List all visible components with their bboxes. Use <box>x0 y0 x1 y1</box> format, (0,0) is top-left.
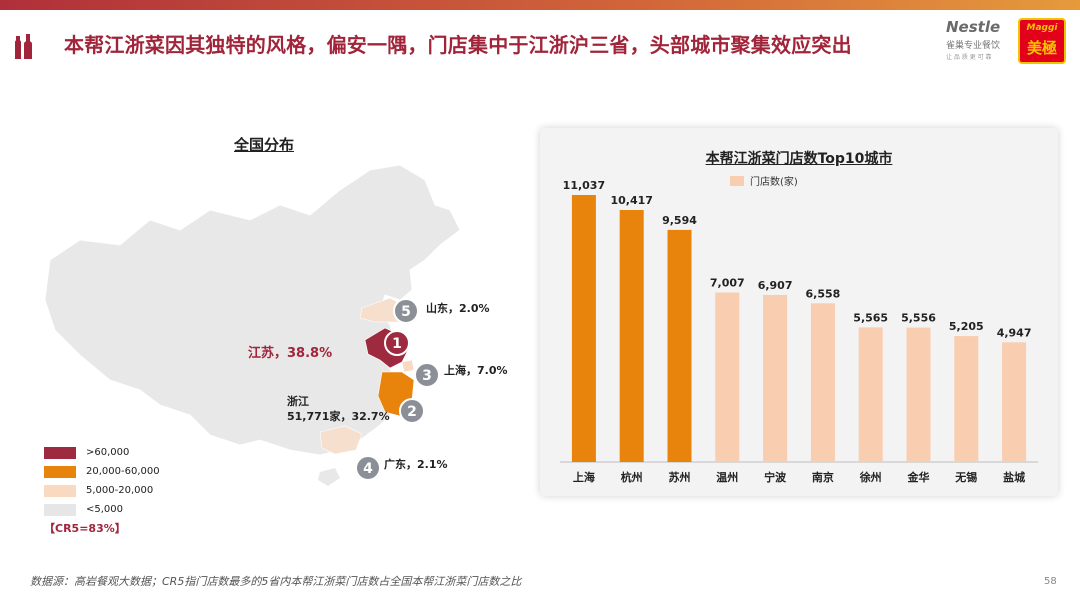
callout-zhejiang-detail: 51,771家，32.7% <box>287 410 390 423</box>
rank-badge-4-number: 4 <box>363 461 373 477</box>
chart-legend-swatch <box>730 175 744 186</box>
maggi-logo-cn: 美極 <box>1026 39 1057 57</box>
chart-legend-label: 门店数(家) <box>750 177 798 188</box>
bar-9 <box>954 336 979 462</box>
bar-2 <box>619 209 644 462</box>
page-number: 58 <box>1044 576 1057 587</box>
map-title: 全国分布 <box>234 136 295 154</box>
shanghai-region <box>401 359 415 373</box>
bar-value-label-10: 4,947 <box>997 326 1032 339</box>
category-label-4: 温州 <box>716 470 738 484</box>
map-legend-label: <5,000 <box>86 504 124 515</box>
map-legend-item: >60,000 <box>44 443 160 462</box>
chart-title: 本帮江浙菜门店数Top10城市 <box>540 148 1058 168</box>
map-legend: >60,000 20,000-60,000 5,000-20,000 <5,00… <box>44 443 160 519</box>
bar-value-label-5: 6,907 <box>758 279 793 292</box>
category-label-9: 无锡 <box>954 470 977 484</box>
bar-value-label-2: 10,417 <box>610 194 652 207</box>
map-legend-label: >60,000 <box>86 447 130 458</box>
category-label-3: 苏州 <box>669 470 691 484</box>
callout-zhejiang-name: 浙江 <box>287 395 309 408</box>
bar-value-label-4: 7,007 <box>710 276 745 289</box>
map-legend-swatch <box>44 484 76 497</box>
page-title: 本帮江浙菜因其独特的风格，偏安一隅，门店集中于江浙沪三省，头部城市聚集效应突出 <box>64 33 852 57</box>
category-label-10: 盐城 <box>1003 470 1025 484</box>
chart-legend: 门店数(家) <box>730 173 798 188</box>
maggi-logo: Maggi 美極 <box>1018 18 1066 64</box>
bar-5 <box>763 294 788 462</box>
maggi-logo-en: Maggi <box>1026 23 1058 33</box>
category-label-1: 上海 <box>573 470 595 484</box>
map-legend-label: 5,000-20,000 <box>86 485 154 496</box>
rank-badge-5-number: 5 <box>401 304 411 320</box>
map-legend-label: 20,000-60,000 <box>86 466 160 477</box>
bar-10 <box>1002 342 1027 462</box>
bar-chart: 11,037 上海 10,417 杭州 9,594 苏州 7,007 温州 6,907 宁波 6,5… <box>560 179 1038 484</box>
category-label-7: 徐州 <box>859 470 882 484</box>
bar-6 <box>810 303 835 462</box>
callout-shanghai: 上海，7.0% <box>444 364 508 377</box>
rank-badge-2: 2 <box>399 398 425 424</box>
bar-chart-panel: 本帮江浙菜门店数Top10城市 门店数(家) 11,037 上海 10,417 杭州 9… <box>540 128 1058 496</box>
rank-badge-2-number: 2 <box>407 404 417 420</box>
bar-value-label-8: 5,556 <box>901 312 936 325</box>
china-map <box>44 164 461 486</box>
bar-value-label-9: 5,205 <box>949 320 984 333</box>
rank-badge-3: 3 <box>414 362 440 388</box>
bar-value-label-7: 5,565 <box>853 311 888 324</box>
category-label-8: 金华 <box>907 470 930 484</box>
map-legend-item: 20,000-60,000 <box>44 462 160 481</box>
chart-title-text: 本帮江浙菜门店数Top10城市 <box>705 151 893 167</box>
category-label-5: 宁波 <box>764 470 787 484</box>
bar-4 <box>715 292 740 462</box>
category-label-2: 杭州 <box>621 470 643 484</box>
bar-value-label-1: 11,037 <box>563 179 605 192</box>
nestle-logo-slogan: 让 品 质 更 可 靠 <box>946 54 992 61</box>
rank-badge-5: 5 <box>393 298 419 324</box>
category-label-6: 南京 <box>812 470 834 484</box>
rank-badge-4: 4 <box>355 455 381 481</box>
bar-8 <box>906 327 931 462</box>
bar-value-label-6: 6,558 <box>806 287 841 300</box>
map-legend-swatch <box>44 446 76 459</box>
cr5-note: 【CR5=83%】 <box>44 522 126 535</box>
guangdong-region <box>319 425 363 455</box>
bar-3 <box>667 229 692 462</box>
bar-1 <box>571 195 596 462</box>
data-source-note: 数据源：高岩餐观大数据；CR5指门店数最多的5省内本帮江浙菜门店数占全国本帮江浙… <box>30 575 522 588</box>
map-legend-swatch <box>44 465 76 478</box>
bar-7 <box>858 327 883 462</box>
callout-jiangsu: 江苏，38.8% <box>248 346 333 361</box>
map-legend-item: 5,000-20,000 <box>44 481 160 500</box>
hainan-island <box>318 468 340 486</box>
nestle-logo-subtitle: 雀巢专业餐饮 <box>946 41 1001 51</box>
callout-shandong: 山东，2.0% <box>426 302 490 315</box>
map-legend-item: <5,000 <box>44 500 160 519</box>
map-legend-swatch <box>44 503 76 516</box>
rank-badge-1: 1 <box>384 330 410 356</box>
bar-value-label-3: 9,594 <box>662 214 697 227</box>
nestle-logo-text: Nestle <box>946 18 1001 36</box>
brand-logos: Nestle 雀巢专业餐饮 让 品 质 更 可 靠 Maggi 美極 <box>940 16 1070 66</box>
rank-badge-3-number: 3 <box>422 368 432 384</box>
wine-bottle-icon <box>15 34 32 59</box>
nestle-logo: Nestle 雀巢专业餐饮 让 品 质 更 可 靠 <box>940 16 1014 66</box>
top-accent-bar <box>0 0 1080 10</box>
rank-badge-1-number: 1 <box>392 336 402 352</box>
callout-guangdong: 广东，2.1% <box>384 458 448 471</box>
